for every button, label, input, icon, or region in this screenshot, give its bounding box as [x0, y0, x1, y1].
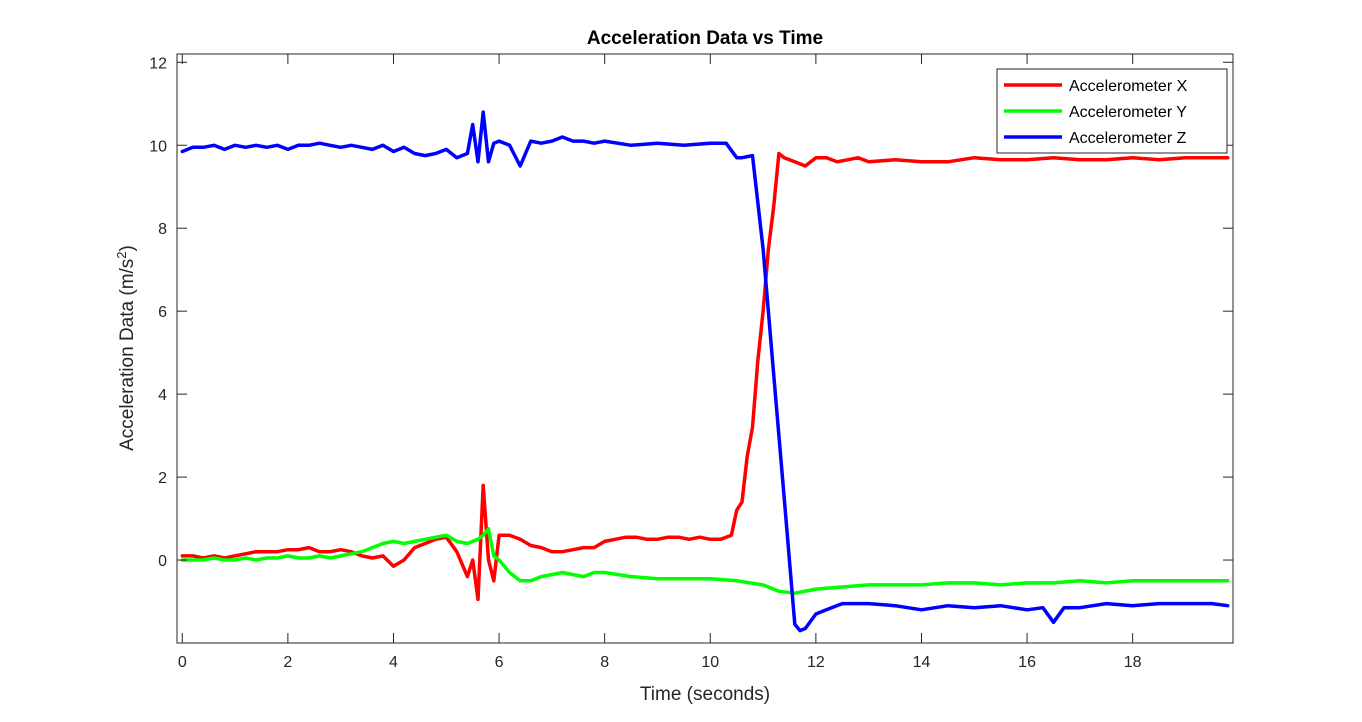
legend: Accelerometer X Accelerometer Y Accelerome…	[996, 68, 1228, 154]
y-tick-label: 2	[158, 470, 167, 487]
y-tick-label: 8	[158, 221, 167, 238]
y-tick-label: 10	[149, 138, 167, 155]
y-tick-label: 12	[149, 55, 167, 72]
y-axis-label-superscript: 2	[114, 251, 129, 258]
series-group	[180, 110, 1230, 633]
y-axis-label-base: Acceleration Data (m/s	[117, 259, 138, 451]
y-axis-ticks: 0 2 4 6 8 10 12	[149, 55, 1233, 570]
series-line-3	[180, 110, 1230, 633]
x-tick-label: 14	[913, 654, 931, 671]
y-axis-label: Acceleration Data (m/s2)	[114, 245, 139, 451]
x-tick-label: 0	[178, 654, 187, 671]
x-tick-label: 12	[807, 654, 825, 671]
series-line-2	[180, 527, 1230, 595]
y-tick-label: 6	[158, 304, 167, 321]
x-tick-label: 8	[600, 654, 609, 671]
axes-box	[176, 53, 1234, 644]
x-axis-label: Time (seconds)	[640, 684, 770, 705]
legend-label-2: Accelerometer Y	[1069, 104, 1187, 121]
x-axis-ticks: 0 2 4 6 8 10 12 14 16 18	[178, 54, 1142, 671]
chart-title: Acceleration Data vs Time	[587, 28, 823, 49]
x-tick-label: 6	[495, 654, 504, 671]
x-tick-label: 2	[283, 654, 292, 671]
x-tick-label: 16	[1018, 654, 1036, 671]
legend-label-3: Accelerometer Z	[1069, 130, 1187, 147]
legend-label-1: Accelerometer X	[1069, 78, 1188, 95]
series-line-1	[180, 151, 1230, 602]
y-axis-label-tail: )	[117, 245, 138, 251]
x-tick-label: 18	[1124, 654, 1142, 671]
y-tick-label: 4	[158, 387, 167, 404]
y-tick-label: 0	[158, 553, 167, 570]
x-tick-label: 10	[701, 654, 719, 671]
x-tick-label: 4	[389, 654, 398, 671]
